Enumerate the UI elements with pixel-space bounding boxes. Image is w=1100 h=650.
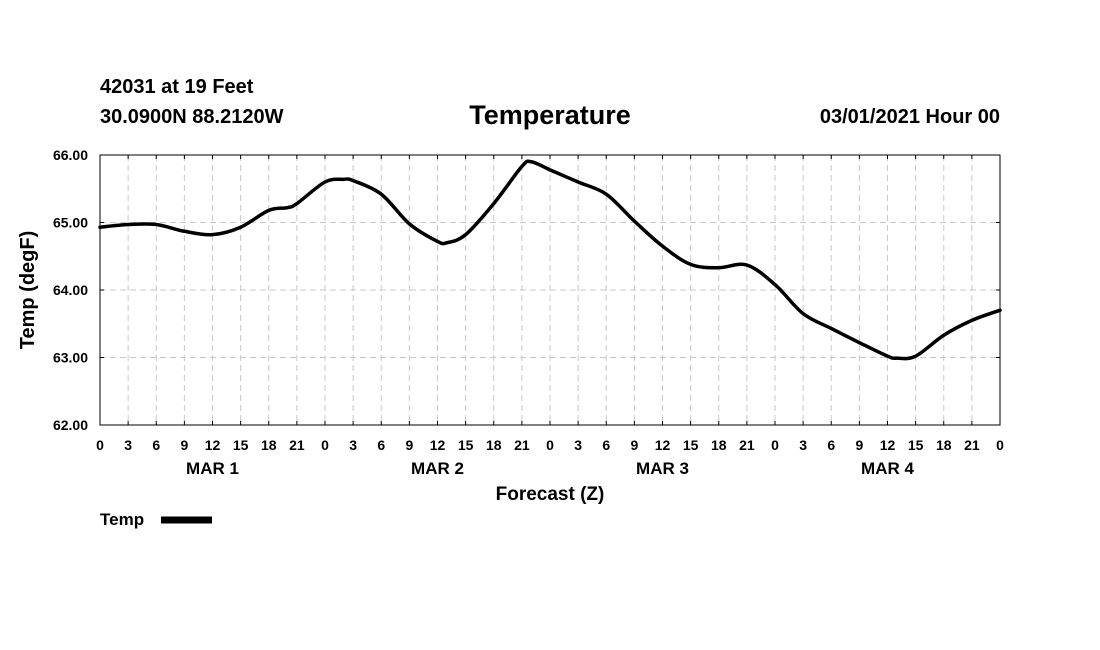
station-id: 42031 at 19 Feet (100, 76, 254, 98)
x-tick-label: 6 (827, 437, 835, 453)
x-tick-label: 21 (514, 437, 530, 453)
x-tick-label: 0 (996, 437, 1004, 453)
y-tick-label: 64.00 (53, 282, 88, 298)
x-day-label: MAR 2 (411, 459, 464, 478)
x-tick-label: 0 (771, 437, 779, 453)
x-tick-label: 12 (880, 437, 896, 453)
x-tick-label: 21 (289, 437, 305, 453)
y-tick-label: 65.00 (53, 215, 88, 231)
x-tick-label: 12 (205, 437, 221, 453)
axis-ticks: 0 3 6 9 12 15 18 21 0 3 6 9 12 15 18 21 0 3 6 9 12 15 18 21 0 3 6 9… (53, 147, 1004, 478)
x-tick-label: 3 (124, 437, 132, 453)
x-tick-label: 15 (683, 437, 699, 453)
x-tick-label: 18 (711, 437, 727, 453)
grid (100, 155, 1000, 425)
x-day-label: MAR 1 (186, 459, 239, 478)
legend: Temp (100, 510, 212, 529)
y-tick-label: 63.00 (53, 350, 88, 366)
station-location: 30.0900N 88.2120W (100, 106, 284, 128)
x-tick-label: 6 (602, 437, 610, 453)
x-tick-label: 18 (261, 437, 277, 453)
x-tick-label: 9 (405, 437, 413, 453)
x-tick-label: 12 (655, 437, 671, 453)
y-tick-label: 62.00 (53, 417, 88, 433)
x-tick-label: 18 (936, 437, 952, 453)
series-line-temp (98, 159, 1002, 361)
x-tick-label: 6 (377, 437, 385, 453)
x-tick-label: 21 (739, 437, 755, 453)
run-time: 03/01/2021 Hour 00 (819, 106, 1000, 128)
x-tick-label: 21 (964, 437, 980, 453)
chart-title: Temperature (469, 100, 631, 130)
x-tick-label: 0 (321, 437, 329, 453)
x-tick-label: 15 (458, 437, 474, 453)
x-tick-label: 15 (908, 437, 924, 453)
x-tick-label: 15 (233, 437, 249, 453)
x-day-label: MAR 3 (636, 459, 689, 478)
x-tick-label: 6 (152, 437, 160, 453)
x-tick-label: 9 (630, 437, 638, 453)
legend-label-temp: Temp (100, 510, 144, 529)
x-tick-label: 3 (574, 437, 582, 453)
y-tick-label: 66.00 (53, 147, 88, 163)
x-tick-label: 3 (349, 437, 357, 453)
x-day-label: MAR 4 (861, 459, 914, 478)
x-tick-label: 12 (430, 437, 446, 453)
x-tick-label: 18 (486, 437, 502, 453)
x-axis-label: Forecast (Z) (496, 484, 605, 505)
x-tick-label: 3 (799, 437, 807, 453)
x-tick-label: 0 (546, 437, 554, 453)
x-tick-label: 9 (855, 437, 863, 453)
x-tick-label: 0 (96, 437, 104, 453)
x-tick-label: 9 (180, 437, 188, 453)
y-axis-label: Temp (degF) (17, 231, 39, 350)
